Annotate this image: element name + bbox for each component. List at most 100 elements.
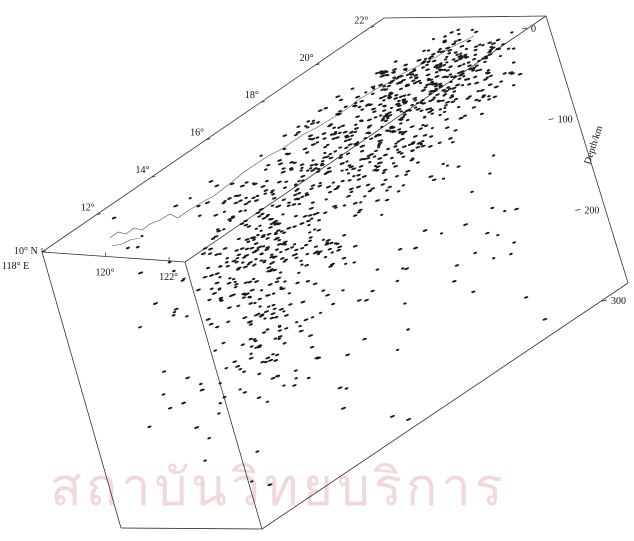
earthquake-point: [280, 170, 286, 174]
earthquake-point: [308, 231, 312, 234]
earthquake-point: [395, 148, 400, 151]
lat-tick-label: 22°: [354, 15, 368, 26]
earthquake-point: [203, 459, 207, 462]
earthquake-point: [284, 248, 290, 251]
earthquake-point: [460, 84, 465, 87]
earthquake-point: [419, 101, 423, 104]
earthquake-point: [386, 147, 391, 151]
earthquake-point: [409, 76, 413, 79]
earthquake-point: [406, 418, 412, 421]
depth-tick-label: 300: [611, 296, 626, 307]
earthquake-point: [313, 163, 318, 166]
earthquake-point: [302, 147, 308, 151]
earthquake-point: [323, 151, 327, 155]
earthquake-point: [277, 337, 282, 340]
earthquake-point: [346, 194, 352, 198]
earthquake-point: [431, 83, 436, 86]
earthquake-point: [370, 85, 376, 89]
earthquake-point: [273, 223, 277, 226]
earthquake-point: [244, 247, 250, 251]
earthquake-point: [304, 125, 308, 128]
earthquake-point: [356, 173, 361, 177]
earthquake-point: [454, 264, 460, 267]
earthquake-point: [352, 104, 357, 107]
earthquake-point: [475, 69, 480, 72]
earthquake-point: [337, 126, 342, 129]
earthquake-point: [389, 415, 395, 418]
earthquake-point: [325, 185, 332, 189]
earthquake-point: [294, 184, 298, 187]
earthquake-point: [228, 294, 234, 297]
earthquake-point: [477, 99, 482, 102]
earthquake-point: [341, 289, 345, 292]
earthquake-point: [282, 240, 288, 244]
earthquake-point: [478, 68, 483, 72]
earthquake-point: [449, 31, 454, 34]
earthquake-point: [381, 171, 386, 174]
earthquake-point: [297, 271, 301, 274]
earthquake-point: [473, 48, 478, 52]
earthquake-point: [135, 245, 140, 249]
earthquake-point: [369, 137, 374, 140]
earthquake-point: [374, 72, 379, 75]
earthquake-point: [260, 212, 265, 216]
earthquake-point: [399, 137, 405, 141]
earthquake-point: [236, 253, 242, 257]
earthquake-point: [167, 261, 172, 264]
earthquake-point: [341, 256, 347, 260]
earthquake-point: [511, 47, 516, 50]
earthquake-point: [447, 87, 452, 91]
earthquake-point: [226, 320, 231, 324]
earthquake-point: [345, 152, 351, 155]
earthquake-point: [447, 52, 452, 55]
earthquake-point: [269, 316, 275, 320]
earthquake-point: [511, 61, 516, 64]
earthquake-point: [344, 134, 349, 138]
earthquake-point: [380, 183, 386, 186]
earthquake-point: [315, 136, 320, 139]
earthquake-point: [342, 204, 347, 207]
earthquake-point: [268, 226, 273, 229]
earthquake-point: [228, 219, 232, 222]
earthquake-point: [181, 401, 187, 405]
earthquake-point: [202, 247, 208, 250]
earthquake-point: [357, 105, 362, 109]
earthquake-point: [283, 314, 289, 317]
earthquake-point: [308, 207, 314, 210]
earthquake-point: [218, 382, 222, 385]
earthquake-point: [282, 186, 288, 189]
earthquake-point: [453, 97, 459, 101]
earthquake-point: [258, 245, 263, 248]
earthquake-point: [277, 335, 283, 338]
earthquake-point: [243, 293, 249, 296]
earthquake-point: [336, 113, 342, 116]
earthquake-point: [492, 95, 498, 99]
earthquake-point: [222, 210, 227, 213]
earthquake-point: [270, 253, 274, 256]
earthquake-point: [420, 144, 426, 148]
earthquake-point: [491, 42, 496, 45]
earthquake-point: [405, 118, 410, 122]
earthquake-point: [391, 126, 396, 129]
earthquake-point: [231, 216, 235, 219]
earthquake-point: [279, 230, 284, 233]
earthquake-point: [410, 103, 414, 107]
earthquake-point: [310, 137, 316, 141]
earthquake-point: [347, 138, 352, 141]
earthquake-point: [412, 135, 418, 138]
earthquake-point: [493, 85, 499, 89]
earthquake-point: [338, 98, 343, 102]
earthquake-point: [282, 310, 286, 313]
earthquake-point: [303, 318, 309, 322]
earthquake-point: [463, 53, 468, 57]
earthquake-point: [300, 179, 305, 182]
earthquake-point: [459, 45, 465, 48]
earthquake-point: [289, 161, 294, 164]
earthquake-point: [260, 360, 265, 364]
earthquake-point: [275, 229, 281, 232]
earthquake-point: [261, 216, 267, 220]
earthquake-point: [432, 96, 437, 99]
earthquake-point: [443, 106, 447, 109]
earthquake-point: [386, 129, 391, 132]
earthquake-point: [395, 77, 400, 80]
